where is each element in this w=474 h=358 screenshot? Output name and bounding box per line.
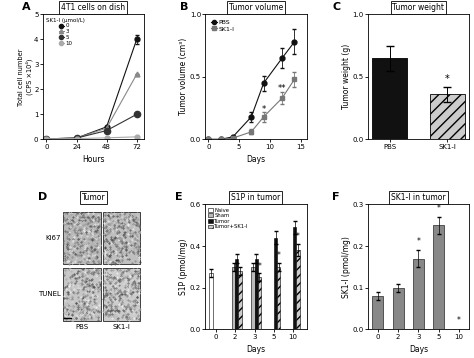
Legend: Naive, Sham, Tumor, Tumor+SK1-I: Naive, Sham, Tumor, Tumor+SK1-I xyxy=(208,207,249,230)
Text: E: E xyxy=(175,192,182,202)
Y-axis label: Tumor weight (g): Tumor weight (g) xyxy=(342,44,351,110)
Text: TUNEL: TUNEL xyxy=(38,291,61,297)
Bar xyxy=(255,258,258,329)
Text: *: * xyxy=(437,204,441,213)
Bar xyxy=(63,212,100,264)
Title: Tumor volume: Tumor volume xyxy=(229,3,283,12)
Bar xyxy=(63,268,100,321)
X-axis label: Hours: Hours xyxy=(82,155,105,164)
Bar xyxy=(102,268,140,321)
Bar xyxy=(372,58,407,139)
Bar xyxy=(258,277,261,329)
Text: *: * xyxy=(417,237,420,246)
Text: SK1-I: SK1-I xyxy=(112,324,130,330)
Bar xyxy=(235,258,238,329)
Title: S1P in tumor: S1P in tumor xyxy=(231,193,281,202)
Text: Ki67: Ki67 xyxy=(46,235,61,241)
Title: Tumor weight: Tumor weight xyxy=(392,3,445,12)
Text: B: B xyxy=(180,2,188,12)
Bar xyxy=(297,250,300,329)
Text: *: * xyxy=(445,74,450,84)
Bar xyxy=(277,267,281,329)
Y-axis label: SK1-I (pmol/mg): SK1-I (pmol/mg) xyxy=(342,236,351,298)
Text: *: * xyxy=(296,232,300,241)
Text: **: ** xyxy=(278,83,286,93)
X-axis label: Days: Days xyxy=(409,345,428,354)
Bar xyxy=(372,296,383,329)
Text: PBS: PBS xyxy=(75,324,88,330)
Bar xyxy=(274,238,277,329)
Text: D: D xyxy=(37,192,47,202)
Title: SK1-I in tumor: SK1-I in tumor xyxy=(391,193,446,202)
Text: *: * xyxy=(457,316,461,325)
Y-axis label: S1P (pmol/mg): S1P (pmol/mg) xyxy=(179,238,188,295)
Text: *: * xyxy=(277,251,281,260)
Bar xyxy=(413,258,424,329)
Bar xyxy=(392,288,404,329)
Bar xyxy=(433,225,444,329)
Text: A: A xyxy=(22,2,31,12)
Y-axis label: Total cell number
(CPS ×10⁴): Total cell number (CPS ×10⁴) xyxy=(18,48,33,106)
Text: *: * xyxy=(262,105,266,114)
Bar xyxy=(251,267,255,329)
Legend: 0, 3, 5, 10: 0, 3, 5, 10 xyxy=(46,17,85,47)
X-axis label: Days: Days xyxy=(246,345,265,354)
Bar xyxy=(102,212,140,264)
Bar xyxy=(430,94,465,139)
Text: *: * xyxy=(257,262,261,271)
Legend: PBS, SK1-I: PBS, SK1-I xyxy=(208,18,237,34)
X-axis label: Days: Days xyxy=(246,155,265,164)
Title: 4T1 cells on dish: 4T1 cells on dish xyxy=(62,3,126,12)
Bar xyxy=(238,271,242,329)
Bar xyxy=(232,267,235,329)
Text: C: C xyxy=(332,2,340,12)
Y-axis label: Tumor volume (cm³): Tumor volume (cm³) xyxy=(179,38,188,115)
Title: Tumor: Tumor xyxy=(82,193,105,202)
Bar xyxy=(209,273,212,329)
Bar xyxy=(293,227,297,329)
Text: F: F xyxy=(332,192,340,202)
